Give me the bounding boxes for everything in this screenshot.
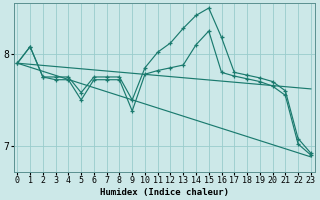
X-axis label: Humidex (Indice chaleur): Humidex (Indice chaleur) [100,188,228,197]
